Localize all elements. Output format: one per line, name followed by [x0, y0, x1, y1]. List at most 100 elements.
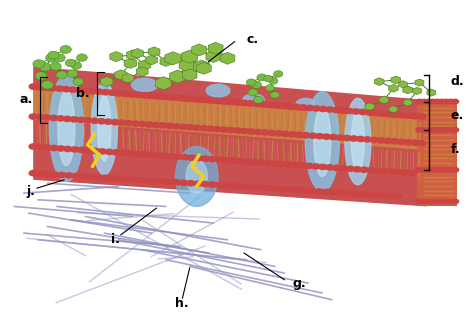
- Circle shape: [91, 148, 100, 154]
- Circle shape: [154, 93, 163, 100]
- Circle shape: [136, 177, 145, 183]
- Circle shape: [219, 98, 229, 105]
- Circle shape: [419, 198, 428, 204]
- Circle shape: [249, 159, 258, 166]
- Circle shape: [428, 198, 437, 204]
- Circle shape: [371, 110, 381, 116]
- Circle shape: [270, 160, 279, 167]
- Circle shape: [433, 99, 441, 105]
- Circle shape: [146, 152, 155, 158]
- Circle shape: [192, 125, 201, 131]
- Ellipse shape: [98, 96, 111, 161]
- Circle shape: [379, 192, 389, 199]
- Circle shape: [93, 174, 102, 180]
- Circle shape: [451, 198, 459, 204]
- Circle shape: [291, 162, 300, 168]
- Circle shape: [104, 149, 114, 155]
- Circle shape: [358, 109, 367, 115]
- Circle shape: [103, 118, 113, 125]
- Circle shape: [428, 127, 437, 133]
- Circle shape: [391, 111, 400, 118]
- Circle shape: [222, 182, 231, 189]
- Circle shape: [200, 181, 210, 187]
- Circle shape: [308, 133, 318, 139]
- Circle shape: [293, 187, 303, 193]
- Circle shape: [408, 170, 417, 176]
- Circle shape: [77, 147, 86, 153]
- Circle shape: [50, 63, 61, 70]
- Circle shape: [137, 121, 147, 127]
- Circle shape: [312, 105, 321, 112]
- Ellipse shape: [58, 91, 75, 166]
- Circle shape: [265, 85, 274, 91]
- Circle shape: [438, 127, 446, 133]
- Circle shape: [393, 193, 403, 200]
- Circle shape: [417, 113, 427, 120]
- Circle shape: [56, 71, 67, 79]
- Circle shape: [322, 188, 331, 195]
- Circle shape: [325, 164, 334, 171]
- Circle shape: [451, 127, 459, 133]
- Circle shape: [442, 167, 450, 173]
- Circle shape: [229, 182, 238, 189]
- Circle shape: [419, 127, 428, 133]
- Circle shape: [41, 81, 54, 89]
- Text: i.: i.: [111, 232, 120, 246]
- Circle shape: [350, 190, 360, 197]
- Circle shape: [419, 99, 428, 105]
- Circle shape: [315, 133, 324, 140]
- Circle shape: [68, 86, 77, 93]
- Circle shape: [172, 179, 181, 185]
- Circle shape: [114, 90, 124, 97]
- Circle shape: [270, 92, 280, 98]
- Circle shape: [101, 89, 110, 96]
- Circle shape: [257, 74, 267, 81]
- Circle shape: [384, 111, 394, 117]
- Circle shape: [121, 176, 131, 182]
- Circle shape: [410, 140, 420, 146]
- Circle shape: [397, 112, 407, 118]
- Circle shape: [343, 190, 353, 196]
- Circle shape: [442, 99, 450, 105]
- Circle shape: [279, 186, 288, 192]
- Circle shape: [272, 185, 281, 192]
- Circle shape: [132, 151, 141, 157]
- Circle shape: [235, 158, 245, 165]
- Circle shape: [206, 97, 216, 104]
- Circle shape: [100, 174, 109, 181]
- Circle shape: [386, 193, 396, 199]
- Circle shape: [274, 130, 283, 137]
- Circle shape: [288, 131, 297, 138]
- Circle shape: [248, 89, 258, 96]
- Circle shape: [83, 117, 92, 124]
- Circle shape: [108, 89, 117, 96]
- Circle shape: [253, 101, 262, 107]
- Circle shape: [159, 153, 169, 159]
- Circle shape: [157, 178, 167, 185]
- Circle shape: [415, 99, 424, 105]
- Circle shape: [259, 101, 268, 108]
- Circle shape: [369, 137, 379, 143]
- Circle shape: [74, 87, 84, 94]
- Ellipse shape: [49, 75, 83, 181]
- Circle shape: [35, 72, 47, 80]
- Circle shape: [39, 63, 51, 71]
- Circle shape: [277, 161, 286, 167]
- Circle shape: [279, 103, 288, 109]
- Circle shape: [424, 167, 433, 173]
- Circle shape: [301, 187, 310, 194]
- Circle shape: [88, 88, 97, 95]
- Circle shape: [107, 175, 117, 181]
- Circle shape: [145, 121, 154, 128]
- Circle shape: [172, 123, 181, 130]
- Circle shape: [56, 115, 65, 122]
- Circle shape: [335, 134, 345, 141]
- Circle shape: [208, 156, 217, 163]
- Text: d.: d.: [450, 75, 464, 88]
- Circle shape: [46, 54, 58, 62]
- Circle shape: [63, 116, 72, 122]
- Circle shape: [226, 127, 236, 134]
- Text: f.: f.: [450, 143, 460, 157]
- Ellipse shape: [175, 147, 218, 206]
- Circle shape: [193, 180, 202, 187]
